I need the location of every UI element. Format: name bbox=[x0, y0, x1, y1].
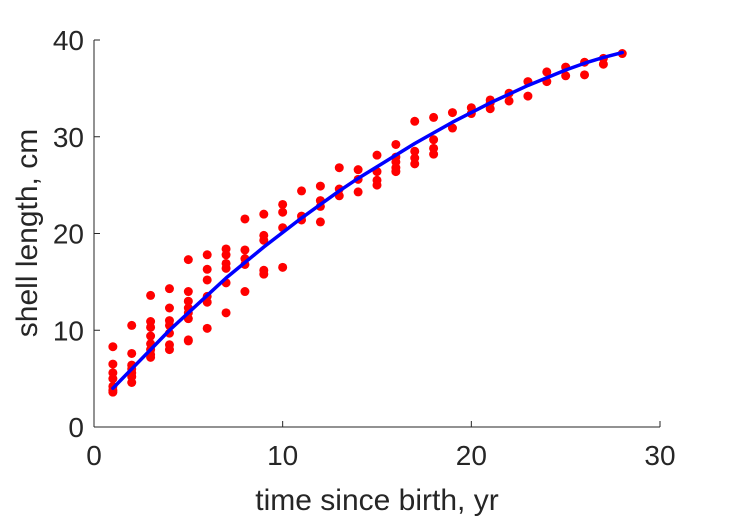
data-point bbox=[221, 308, 231, 318]
x-tick-label: 10 bbox=[267, 440, 298, 471]
data-point bbox=[183, 336, 193, 346]
data-point bbox=[146, 352, 156, 362]
data-point bbox=[183, 287, 193, 297]
data-point bbox=[164, 303, 174, 313]
x-axis-label: time since birth, yr bbox=[255, 484, 498, 517]
data-point bbox=[259, 269, 269, 279]
data-point bbox=[598, 59, 608, 69]
data-point bbox=[372, 180, 382, 190]
data-point bbox=[108, 374, 118, 384]
y-tick-label: 30 bbox=[53, 122, 84, 153]
data-point bbox=[221, 263, 231, 273]
data-point bbox=[183, 296, 193, 306]
data-point bbox=[108, 342, 118, 352]
data-point bbox=[315, 217, 325, 227]
data-point bbox=[447, 108, 457, 118]
data-point bbox=[278, 262, 288, 272]
data-point bbox=[146, 322, 156, 332]
data-point bbox=[146, 331, 156, 341]
data-point bbox=[410, 146, 420, 156]
data-point bbox=[202, 323, 212, 333]
data-point bbox=[410, 159, 420, 169]
data-point bbox=[391, 167, 401, 177]
data-point bbox=[485, 104, 495, 114]
data-point bbox=[146, 290, 156, 300]
data-point bbox=[278, 207, 288, 217]
data-point bbox=[202, 297, 212, 307]
x-tick-label: 20 bbox=[456, 440, 487, 471]
data-point bbox=[164, 284, 174, 294]
y-tick-label: 0 bbox=[68, 412, 84, 443]
data-point bbox=[410, 116, 420, 126]
data-point bbox=[202, 275, 212, 285]
data-point bbox=[334, 163, 344, 173]
data-point bbox=[240, 287, 250, 297]
data-point bbox=[580, 70, 590, 80]
data-point bbox=[221, 250, 231, 260]
y-tick-label: 20 bbox=[53, 219, 84, 250]
data-point bbox=[183, 255, 193, 265]
data-point bbox=[259, 235, 269, 245]
data-point bbox=[240, 245, 250, 255]
chart-marks bbox=[108, 49, 627, 397]
data-point bbox=[202, 250, 212, 260]
data-point bbox=[108, 359, 118, 369]
data-point bbox=[259, 209, 269, 219]
data-point bbox=[164, 345, 174, 355]
data-point bbox=[542, 67, 552, 77]
data-point bbox=[429, 149, 439, 159]
data-point bbox=[561, 71, 571, 81]
data-point bbox=[391, 139, 401, 149]
data-point bbox=[447, 123, 457, 133]
data-point bbox=[353, 165, 363, 175]
data-point bbox=[240, 214, 250, 224]
data-point bbox=[353, 187, 363, 197]
data-point bbox=[278, 199, 288, 209]
data-point bbox=[202, 264, 212, 274]
y-tick-label: 40 bbox=[53, 25, 84, 56]
x-tick-label: 30 bbox=[644, 440, 675, 471]
data-point bbox=[108, 387, 118, 397]
data-point bbox=[372, 150, 382, 160]
data-point bbox=[297, 186, 307, 196]
y-tick-label: 10 bbox=[53, 315, 84, 346]
data-point bbox=[315, 181, 325, 191]
x-tick-label: 0 bbox=[86, 440, 102, 471]
data-point bbox=[127, 377, 137, 387]
y-axis-label: shell length, cm bbox=[11, 129, 44, 337]
data-point bbox=[523, 91, 533, 101]
data-point bbox=[504, 96, 514, 106]
data-point bbox=[429, 112, 439, 122]
fit-curve bbox=[111, 50, 625, 391]
data-point bbox=[429, 135, 439, 145]
data-point bbox=[127, 320, 137, 330]
axes: 0 10 20 30 0 10 20 30 40 bbox=[53, 25, 676, 471]
data-point bbox=[127, 348, 137, 358]
